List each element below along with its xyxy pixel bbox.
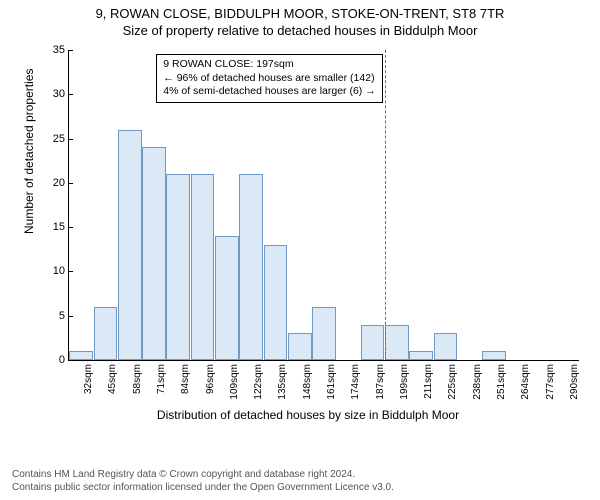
- annotation-box: 9 ROWAN CLOSE: 197sqm← 96% of detached h…: [156, 54, 382, 103]
- histogram-bar: [312, 307, 336, 360]
- histogram-bar: [69, 351, 93, 360]
- y-tick: 25: [37, 133, 69, 145]
- x-tick: 187sqm: [373, 364, 386, 400]
- x-tick: 109sqm: [227, 364, 240, 400]
- y-axis-label: Number of detached properties: [22, 69, 36, 234]
- x-tick: 238sqm: [470, 364, 483, 400]
- x-tick: 251sqm: [494, 364, 507, 400]
- x-tick: 161sqm: [324, 364, 337, 400]
- y-tick: 15: [37, 221, 69, 233]
- x-tick: 199sqm: [397, 364, 410, 400]
- histogram-bar: [385, 325, 409, 360]
- x-tick: 96sqm: [203, 364, 216, 394]
- histogram-bar: [118, 130, 142, 360]
- histogram-bar: [264, 245, 288, 360]
- x-tick: 32sqm: [81, 364, 94, 394]
- x-tick: 84sqm: [178, 364, 191, 394]
- y-tick: 10: [37, 265, 69, 277]
- y-tick: 30: [37, 88, 69, 100]
- y-tick: 20: [37, 177, 69, 189]
- histogram-bar: [191, 174, 215, 360]
- x-tick: 122sqm: [251, 364, 264, 400]
- x-tick: 45sqm: [105, 364, 118, 394]
- x-tick: 290sqm: [567, 364, 580, 400]
- annotation-line-2: ← 96% of detached houses are smaller (14…: [163, 72, 375, 86]
- annotation-line-3: 4% of semi-detached houses are larger (6…: [163, 85, 375, 99]
- histogram-bar: [288, 333, 312, 360]
- chart-title-main: 9, ROWAN CLOSE, BIDDULPH MOOR, STOKE-ON-…: [0, 0, 600, 21]
- histogram-bar: [361, 325, 385, 360]
- x-axis-label: Distribution of detached houses by size …: [28, 408, 588, 422]
- y-tick: 35: [37, 44, 69, 56]
- plot-area: 0510152025303532sqm45sqm58sqm71sqm84sqm9…: [68, 50, 578, 360]
- x-tick: 58sqm: [130, 364, 143, 394]
- x-tick: 211sqm: [421, 364, 434, 399]
- x-tick: 264sqm: [518, 364, 531, 400]
- histogram-bar: [482, 351, 506, 360]
- annotation-line-1: 9 ROWAN CLOSE: 197sqm: [163, 58, 375, 72]
- x-tick: 148sqm: [300, 364, 313, 400]
- histogram-bar: [166, 174, 190, 360]
- x-tick: 174sqm: [348, 364, 361, 400]
- x-tick: 135sqm: [275, 364, 288, 400]
- y-tick: 5: [37, 310, 69, 322]
- x-tick: 71sqm: [154, 364, 167, 394]
- histogram-bar: [434, 333, 458, 360]
- histogram-bar: [94, 307, 118, 360]
- y-tick: 0: [37, 354, 69, 366]
- histogram-bar: [239, 174, 263, 360]
- histogram-bar: [409, 351, 433, 360]
- x-tick: 277sqm: [543, 364, 556, 400]
- footer-line-2: Contains public sector information licen…: [12, 481, 394, 494]
- chart-title-sub: Size of property relative to detached ho…: [0, 21, 600, 38]
- footer-attribution: Contains HM Land Registry data © Crown c…: [12, 468, 394, 494]
- property-marker-line: [385, 50, 386, 360]
- footer-line-1: Contains HM Land Registry data © Crown c…: [12, 468, 394, 481]
- chart-container: Number of detached properties 0510152025…: [28, 44, 588, 424]
- histogram-bar: [215, 236, 239, 360]
- x-tick: 225sqm: [445, 364, 458, 400]
- histogram-bar: [142, 147, 166, 360]
